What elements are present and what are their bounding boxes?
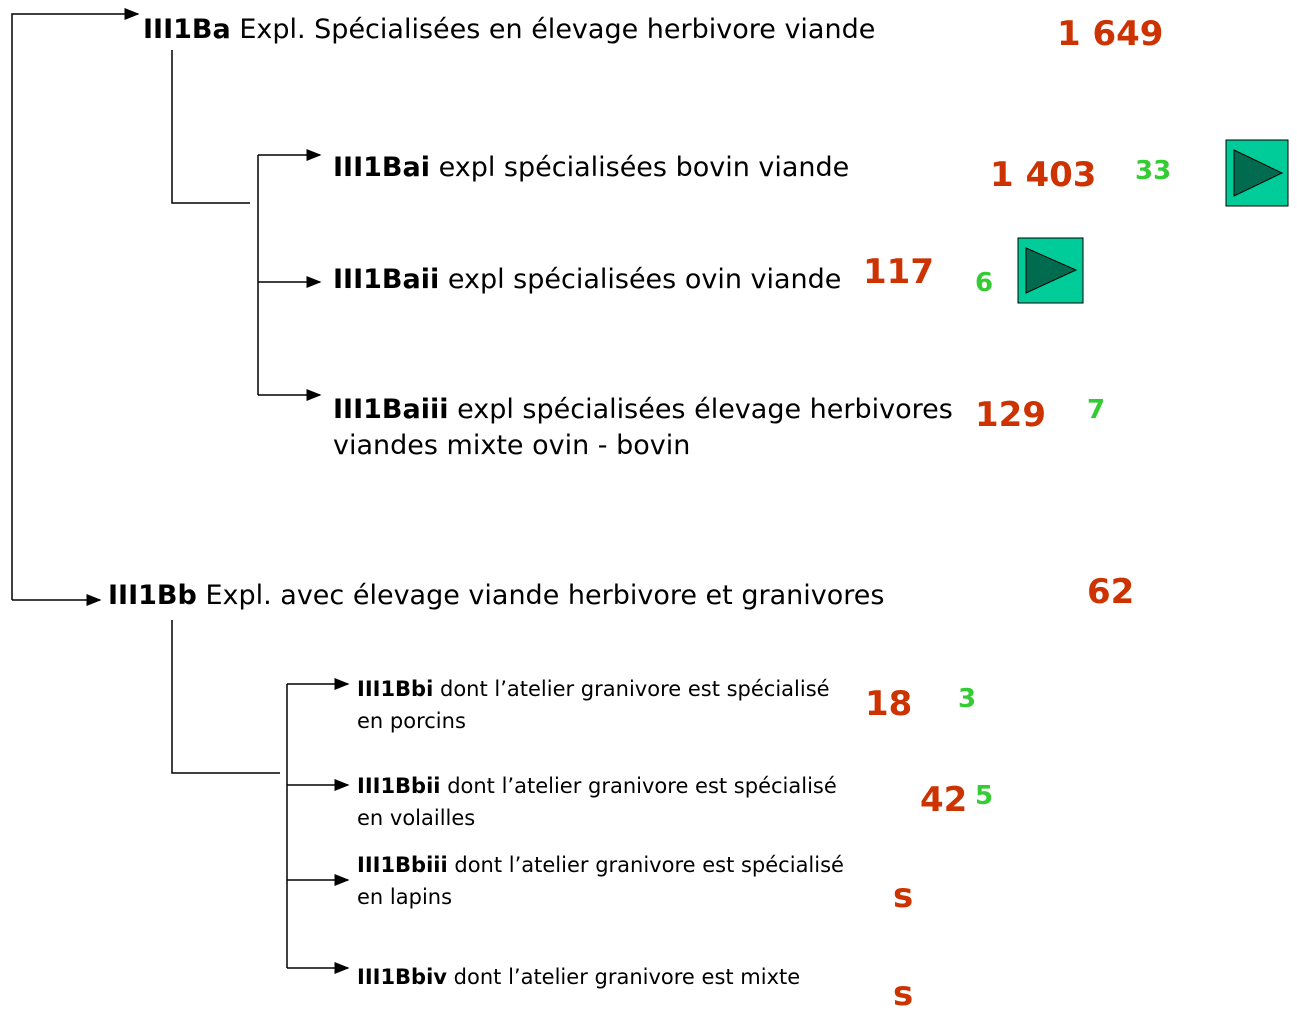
code: III1Bbi	[357, 677, 434, 701]
sub-count: 7	[1087, 395, 1106, 425]
node: III1Bbii dont l’atelier granivore est sp…	[357, 771, 857, 834]
code: III1Bbii	[357, 774, 441, 798]
play-button[interactable]	[1017, 237, 1084, 304]
label: expl spécialisées bovin viande	[438, 152, 850, 183]
node: III1Bbi dont l’atelier granivore est spé…	[357, 674, 857, 737]
code: III1Bb	[108, 580, 197, 611]
count: s	[893, 876, 914, 916]
label: dont l’atelier granivore est spécialisé …	[357, 853, 844, 909]
count: 117	[863, 252, 934, 292]
play-button[interactable]	[1225, 139, 1289, 207]
node: III1Bai expl spécialisées bovin viande	[333, 150, 849, 186]
node: III1Bb Expl. avec élevage viande herbivo…	[108, 578, 884, 614]
label: dont l’atelier granivore est mixte	[453, 965, 801, 989]
label: expl spécialisées ovin viande	[447, 264, 842, 295]
sub-count: 3	[958, 684, 977, 714]
code: III1Baiii	[333, 394, 449, 425]
node: III1Ba Expl. Spécialisées en élevage her…	[143, 12, 875, 48]
node: III1Bbiii dont l’atelier granivore est s…	[357, 850, 857, 913]
code: III1Bai	[333, 152, 430, 183]
code: III1Bbiii	[357, 853, 448, 877]
sub-count: 33	[1135, 156, 1172, 186]
count: 1 649	[1057, 14, 1164, 54]
sub-count: 6	[975, 268, 994, 298]
code: III1Bbiv	[357, 965, 447, 989]
label: expl spécialisées élevage herbivores via…	[333, 394, 953, 461]
label: dont l’atelier granivore est spécialisé …	[357, 677, 830, 733]
node: III1Baii expl spécialisées ovin viande	[333, 262, 853, 298]
count: 129	[975, 395, 1046, 435]
code: III1Ba	[143, 14, 231, 45]
label: dont l’atelier granivore est spécialisé …	[357, 774, 837, 830]
code: III1Baii	[333, 264, 440, 295]
count: 1 403	[990, 155, 1097, 195]
count: s	[893, 974, 914, 1014]
node: III1Baiii expl spécialisées élevage herb…	[333, 392, 963, 463]
count: 62	[1087, 572, 1135, 612]
sub-count: 5	[975, 781, 994, 811]
label: Expl. Spécialisées en élevage herbivore …	[239, 14, 876, 45]
label: Expl. avec élevage viande herbivore et g…	[205, 580, 885, 611]
node: III1Bbiv dont l’atelier granivore est mi…	[357, 962, 857, 994]
count: 18	[865, 684, 913, 724]
count: 42	[920, 780, 968, 820]
